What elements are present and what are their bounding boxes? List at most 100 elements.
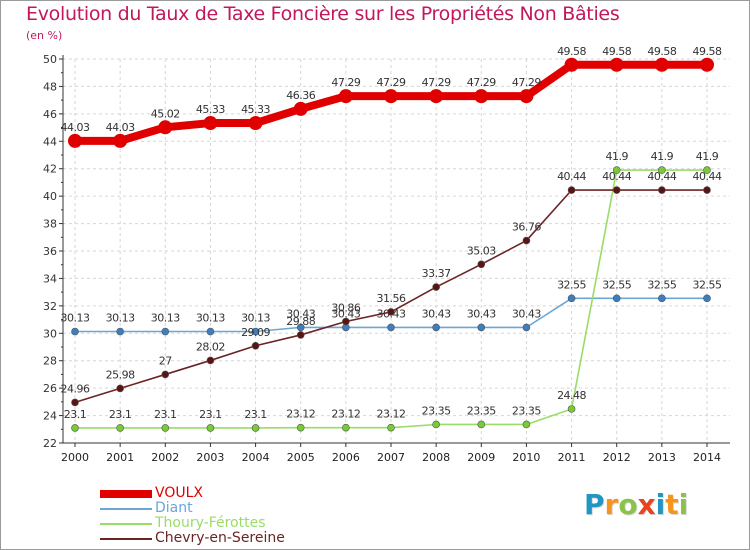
legend-label: Thoury-Férottes — [155, 515, 266, 531]
data-label: 44.03 — [61, 121, 90, 134]
data-point — [338, 89, 353, 104]
data-label: 30.43 — [512, 307, 541, 320]
data-point — [567, 405, 576, 413]
y-tick-label: 22 — [43, 437, 57, 450]
data-point — [564, 57, 579, 72]
data-point — [658, 294, 666, 303]
data-point — [71, 424, 79, 432]
data-label: 49.58 — [647, 45, 676, 58]
data-label: 45.33 — [241, 103, 270, 116]
data-label: 27 — [159, 354, 172, 367]
data-point — [612, 186, 621, 194]
data-label: 29.88 — [286, 315, 315, 328]
y-tick-label: 34 — [43, 272, 57, 285]
y-tick-label: 42 — [43, 163, 57, 176]
x-tick-label: 2008 — [422, 451, 450, 464]
x-tick-label: 2011 — [558, 451, 586, 464]
data-label: 23.35 — [512, 404, 541, 417]
logo-letter: i — [655, 488, 666, 521]
y-tick-label: 38 — [43, 218, 57, 231]
y-tick-label: 48 — [43, 80, 57, 93]
x-tick-label: 2009 — [467, 451, 495, 464]
data-label: 41.9 — [605, 150, 628, 163]
data-label: 32.55 — [602, 278, 631, 291]
data-point — [658, 166, 666, 174]
data-point — [703, 186, 711, 194]
data-label: 46.36 — [286, 89, 315, 102]
data-point — [567, 294, 576, 303]
x-tick-label: 2000 — [61, 451, 89, 464]
data-label: 23.1 — [244, 408, 267, 421]
x-tick-label: 2014 — [693, 451, 721, 464]
data-label: 23.12 — [377, 408, 406, 421]
data-point — [477, 323, 486, 332]
x-tick-label: 2005 — [287, 451, 315, 464]
data-point — [612, 294, 621, 303]
logo-letter: r — [604, 488, 619, 521]
data-point — [609, 57, 624, 72]
data-point — [522, 236, 531, 245]
y-tick-label: 44 — [43, 135, 57, 148]
data-point — [522, 420, 531, 429]
data-label: 30.13 — [106, 312, 135, 325]
data-label: 28.02 — [196, 340, 225, 353]
data-point — [251, 341, 260, 350]
legend-swatch — [100, 523, 152, 525]
y-tick-label: 24 — [43, 410, 57, 423]
legend-label: Chevry-en-Sereine — [155, 530, 285, 546]
data-point — [206, 327, 215, 336]
data-label: 30.43 — [467, 307, 496, 320]
chart-title: Evolution du Taux de Taxe Foncière sur l… — [26, 3, 620, 25]
data-point — [161, 370, 170, 379]
data-point — [161, 327, 170, 336]
data-label: 30.13 — [151, 312, 180, 325]
data-label: 45.33 — [196, 103, 225, 116]
data-label: 30.43 — [422, 307, 451, 320]
y-axis-unit-label: (en %) — [26, 29, 63, 42]
data-point — [206, 424, 215, 432]
series-chevry-en-sereine: 24.96 25.98 27 28.02 29.09 29.88 30.86 31.56 33.… — [61, 170, 722, 407]
data-label: 30.43 — [331, 307, 360, 320]
x-tick-label: 2004 — [242, 451, 270, 464]
y-tick-label: 32 — [43, 300, 57, 313]
data-label: 40.44 — [647, 170, 676, 183]
logo-letter: i — [678, 488, 689, 521]
data-label: 24.48 — [557, 389, 586, 402]
data-label: 47.29 — [467, 76, 496, 89]
data-label: 40.44 — [557, 170, 586, 183]
y-tick-label: 30 — [43, 327, 57, 340]
proxiti-logo: Proxiti — [584, 488, 688, 521]
data-label: 45.02 — [151, 107, 180, 120]
data-label: 23.12 — [331, 408, 360, 421]
data-point — [432, 323, 440, 332]
data-point — [296, 423, 305, 432]
x-tick-label: 2013 — [648, 451, 676, 464]
data-label: 23.1 — [154, 408, 177, 421]
x-tick-label: 2012 — [603, 451, 631, 464]
data-point — [116, 384, 124, 393]
data-point — [703, 294, 711, 303]
legend-swatch — [100, 490, 152, 498]
data-label: 25.98 — [106, 368, 135, 381]
data-label: 35.03 — [467, 244, 496, 257]
y-tick-label: 28 — [43, 355, 57, 368]
data-label: 33.37 — [422, 267, 451, 280]
data-point — [474, 89, 489, 104]
data-label: 49.58 — [557, 45, 586, 58]
data-label: 49.58 — [693, 45, 722, 58]
data-label: 32.55 — [647, 278, 676, 291]
data-label: 30.13 — [241, 312, 270, 325]
data-point — [158, 120, 173, 135]
x-tick-label: 2003 — [196, 451, 224, 464]
series-voulx: 44.03 44.03 45.02 45.33 45.33 46.36 47.29 47.29… — [61, 45, 722, 148]
data-point — [429, 89, 444, 104]
data-point — [116, 327, 124, 336]
data-point — [116, 424, 124, 432]
data-point — [477, 420, 486, 429]
data-point — [248, 116, 263, 131]
data-point — [68, 133, 82, 148]
data-point — [387, 423, 395, 432]
data-point — [342, 317, 350, 326]
x-tick-label: 2010 — [512, 451, 540, 464]
